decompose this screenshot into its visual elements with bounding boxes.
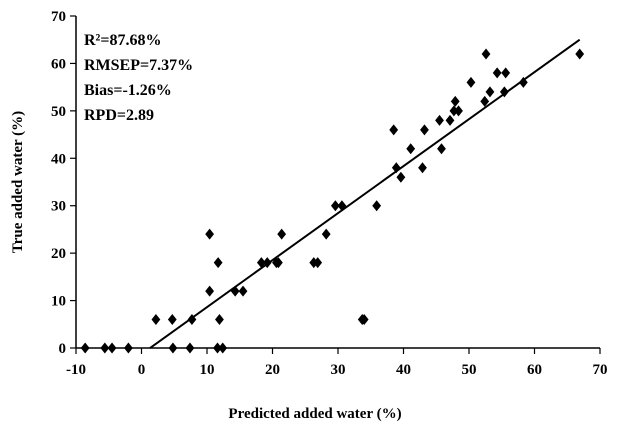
y-tick-label: 60 [51,56,66,72]
data-point [499,86,509,98]
data-point [151,314,161,326]
x-tick-label: -10 [66,362,86,378]
data-point [359,314,369,326]
data-point [187,314,197,326]
data-point [501,67,511,79]
x-tick-label: 70 [593,362,608,378]
data-point [492,67,502,79]
regression-line [149,38,581,349]
data-point [213,257,223,269]
data-points [80,48,585,354]
data-point [238,285,248,297]
data-point [107,342,117,354]
data-point [389,124,399,136]
x-tick-label: 50 [462,362,477,378]
data-point [124,342,133,354]
stat-annotation: RPD=2.89 [84,107,154,124]
data-point [418,162,427,174]
y-tick-label: 30 [51,199,66,215]
data-point [372,200,382,212]
axes [70,15,601,354]
data-point [518,76,528,88]
data-point [185,342,195,354]
data-point [277,228,287,240]
data-point [435,114,444,126]
data-point [230,285,240,297]
data-point [406,143,416,155]
stat-annotation: R²=87.68% [84,32,161,49]
y-tick-label: 40 [51,151,66,167]
data-point [391,162,401,174]
fit-line-group [149,38,581,349]
data-point [481,48,491,60]
data-point [205,285,215,297]
x-tick-label: 20 [265,362,280,378]
data-point [396,171,406,183]
x-tick-label: 10 [200,362,215,378]
y-tick-label: 50 [51,104,66,120]
data-point [454,105,463,117]
y-tick-label: 0 [59,341,67,357]
data-point [167,314,177,326]
data-point [575,48,585,60]
x-tick-label: 60 [527,362,542,378]
stat-annotation: Bias=-1.26% [84,82,172,99]
data-point [100,342,110,354]
data-point [273,257,283,269]
data-point [437,143,446,155]
stats-annotations: R²=87.68% RMSEP=7.37% Bias=-1.26% RPD=2.89 [84,32,193,124]
data-point [445,114,455,126]
x-axis-title: Predicted added water (%) [228,406,401,422]
tick-labels: -10 0 10 20 30 40 50 60 70 0 10 20 30 40 50 60 70 [51,9,608,378]
data-point [485,86,495,98]
stat-annotation: RMSEP=7.37% [84,57,193,74]
data-point [420,124,429,136]
data-point [262,257,272,269]
data-point [218,342,228,354]
data-point [213,342,222,354]
data-point [205,228,215,240]
y-tick-label: 70 [51,9,66,25]
y-tick-label: 20 [51,246,66,262]
data-point [256,257,266,269]
y-axis-title: True added water (%) [10,111,26,253]
data-point [80,342,90,354]
x-tick-label: 40 [396,362,411,378]
data-point [168,342,178,354]
data-point [450,95,460,107]
y-tick-label: 10 [51,294,66,310]
data-point [449,105,459,117]
data-point [313,257,323,269]
data-point [337,200,347,212]
x-tick-label: 30 [331,362,346,378]
data-point [321,228,331,240]
x-tick-label: 0 [138,362,146,378]
data-point [480,95,490,107]
data-point [215,314,224,326]
data-point [466,76,476,88]
data-point [330,200,340,212]
